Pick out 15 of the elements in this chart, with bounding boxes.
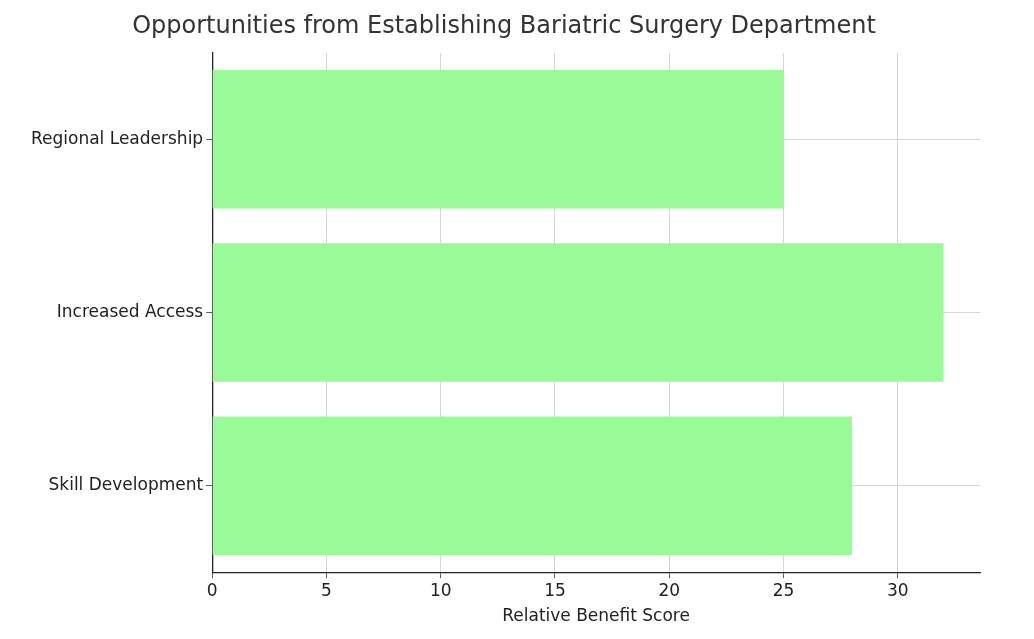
- x-tick-label: 20: [658, 579, 681, 600]
- x-tick-label: 25: [772, 579, 795, 600]
- x-tick-label: 0: [206, 579, 218, 600]
- x-axis-title: Relative Benefit Score: [502, 605, 690, 626]
- bar: [212, 416, 853, 555]
- bar: [212, 70, 784, 209]
- chart-title: Opportunities from Establishing Bariatric Surgery Department: [132, 10, 876, 39]
- y-tick-label: Increased Access: [56, 300, 204, 321]
- bar: [212, 243, 944, 382]
- y-tick-label: Skill Development: [48, 474, 204, 495]
- x-tick-label: 5: [321, 579, 332, 600]
- x-tick-label: 15: [544, 579, 566, 600]
- y-tick-label: Regional Leadership: [30, 127, 204, 148]
- x-tick-label: 30: [886, 579, 909, 600]
- x-tick-label: 10: [429, 579, 452, 600]
